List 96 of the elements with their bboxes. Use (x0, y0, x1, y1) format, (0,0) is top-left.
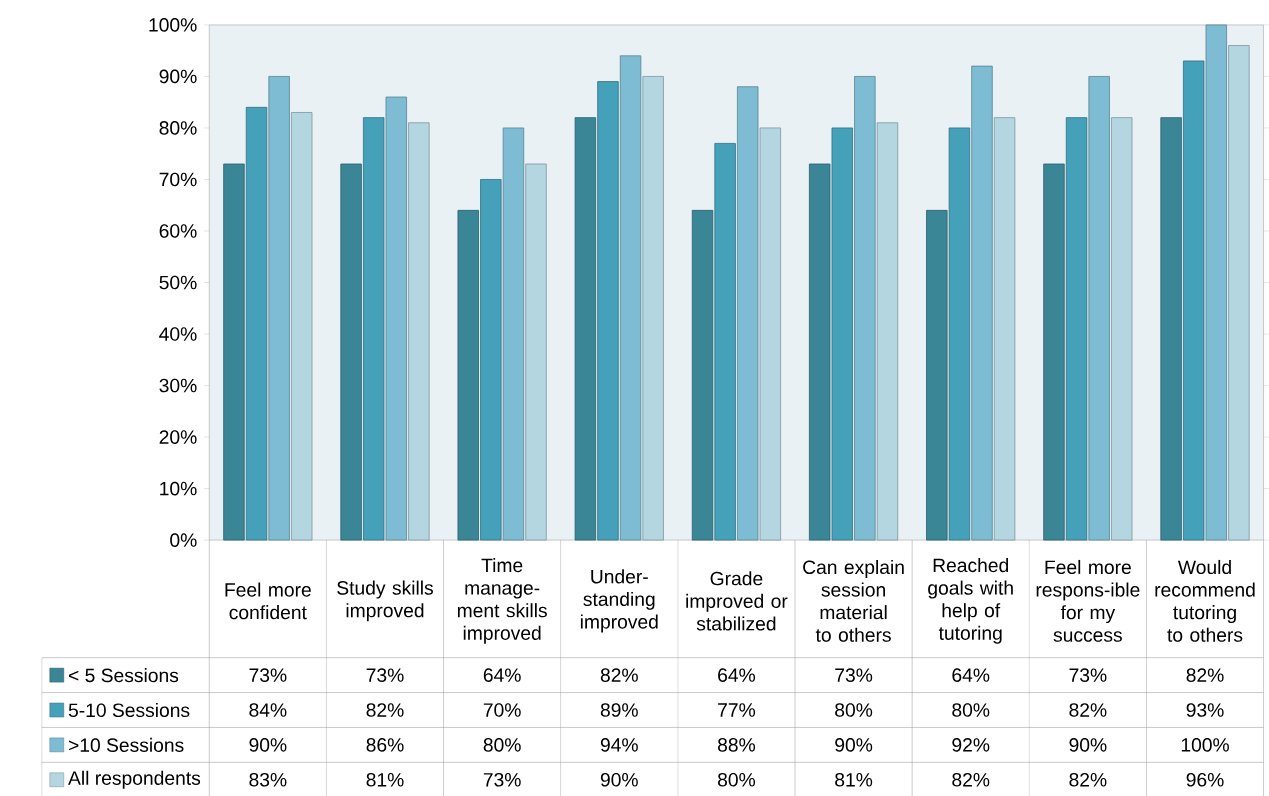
bar (854, 75, 876, 541)
y-tick-label: 20% (159, 430, 197, 444)
y-tick-label: 30% (159, 378, 197, 393)
data-label: 96% (1186, 772, 1224, 787)
bar (1065, 117, 1088, 541)
bar (619, 55, 642, 541)
data-label: 73% (249, 668, 287, 682)
y-tick-label: 70% (159, 172, 197, 187)
bar (1088, 75, 1110, 541)
y-tick-label: 0% (170, 533, 197, 547)
y-tick-label: 80% (159, 120, 197, 135)
y-tick-label: 60% (159, 223, 197, 238)
data-label: 83% (249, 772, 287, 787)
bar (245, 106, 268, 541)
data-label: 81% (835, 772, 873, 787)
bar (597, 80, 619, 541)
y-tick-label: 100% (149, 17, 197, 32)
data-label: 90% (1069, 737, 1107, 752)
data-label: 80% (952, 702, 990, 717)
data-label: 80% (483, 737, 521, 752)
data-label: 73% (835, 668, 873, 682)
data-label: 82% (600, 668, 638, 682)
data-label: 73% (366, 668, 404, 682)
data-label: 86% (366, 737, 404, 752)
data-label: 94% (600, 737, 638, 752)
x-tick-label: Feel more respons-ible for my success (1036, 559, 1140, 642)
data-label: 82% (1186, 668, 1224, 682)
data-label: 82% (1069, 772, 1107, 787)
data-label: 64% (952, 668, 990, 682)
bar (993, 117, 1016, 541)
x-tick-label: Would recommend tutoring to others (1155, 559, 1255, 642)
bar (831, 127, 853, 541)
data-label: 73% (1069, 668, 1107, 682)
x-tick-label: Reached goals with help of tutoring (928, 557, 1013, 644)
bar (808, 163, 831, 541)
x-tick-label: Grade improved or stabilized (686, 570, 788, 631)
x-tick-label: Time manage-ment skills improved (457, 557, 547, 644)
bar (457, 209, 479, 541)
bar (971, 65, 993, 541)
y-tick-label: 50% (159, 275, 197, 290)
data-label: 80% (717, 772, 756, 787)
bar (948, 127, 971, 541)
y-tick-label: 90% (159, 69, 197, 84)
bar (1111, 117, 1133, 541)
bar (268, 75, 290, 541)
bar (223, 163, 245, 541)
bar (408, 122, 430, 541)
bar (926, 209, 948, 541)
bar (642, 75, 664, 541)
legend-label: >10 Sessions (68, 737, 184, 752)
x-tick-label: Under-standing improved (580, 569, 658, 633)
bar (385, 96, 407, 541)
data-label: 89% (600, 702, 638, 717)
data-label: 84% (249, 702, 287, 717)
bar (363, 117, 385, 541)
data-label: 82% (366, 702, 404, 717)
x-tick-label: Study skills improved (337, 580, 433, 621)
data-label: 82% (1069, 702, 1107, 717)
bar (876, 122, 899, 541)
x-tick-label: Feel more confident (225, 582, 311, 620)
legend-label: 5-10 Sessions (68, 702, 190, 717)
bar (1043, 163, 1065, 541)
bar (502, 127, 525, 541)
data-label: 64% (483, 668, 521, 682)
bar (1228, 44, 1250, 541)
data-label: 70% (483, 702, 521, 717)
data-label: 77% (718, 703, 756, 717)
bar (737, 86, 759, 541)
legend-label: All respondents (68, 770, 201, 789)
bar (1160, 117, 1182, 541)
y-tick-label: 40% (159, 326, 197, 341)
bar (1205, 24, 1227, 541)
x-tick-label: Can explain session material to others (803, 559, 904, 642)
bar (714, 142, 736, 541)
data-label: 90% (249, 737, 287, 752)
bar (691, 209, 714, 541)
bar (574, 117, 597, 541)
data-label: 92% (952, 737, 990, 752)
bar (525, 163, 547, 541)
data-label: 82% (952, 772, 990, 787)
legend-label: < 5 Sessions (68, 667, 179, 682)
data-label: 100% (1181, 737, 1229, 752)
bar (480, 178, 502, 541)
data-label: 81% (366, 772, 404, 787)
bar (291, 111, 313, 541)
data-label: 90% (835, 737, 873, 752)
data-label: 88% (717, 737, 756, 752)
bar (340, 163, 362, 541)
bar (759, 127, 781, 541)
data-label: 93% (1186, 702, 1224, 717)
data-label: 80% (835, 702, 873, 717)
data-label: 64% (718, 668, 756, 682)
data-label: 73% (483, 772, 521, 787)
bar (1183, 60, 1205, 541)
data-label: 90% (600, 772, 638, 787)
y-tick-label: 10% (160, 481, 197, 496)
